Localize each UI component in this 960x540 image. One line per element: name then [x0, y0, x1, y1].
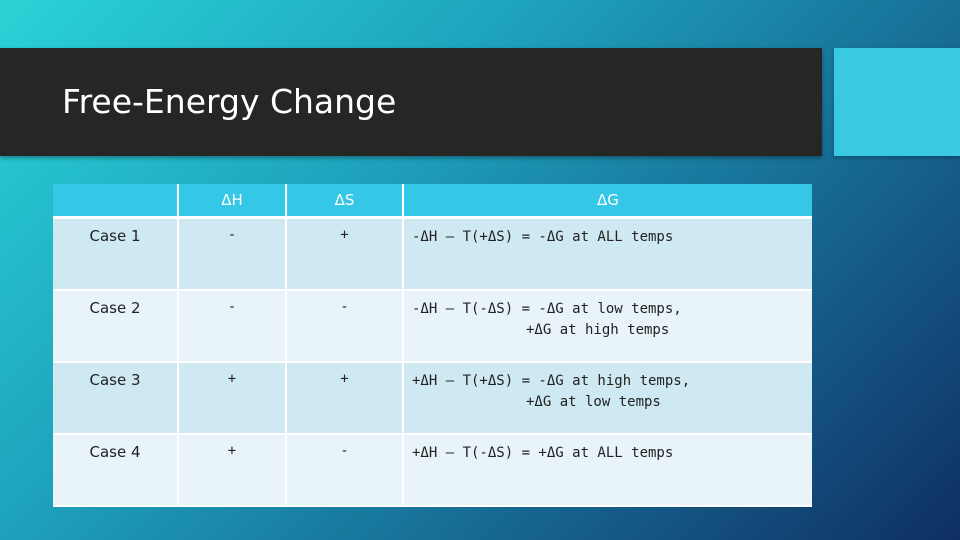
case-label: Case 3: [53, 361, 179, 435]
table-row: Case 2 - - -ΔH – T(-ΔS) = -ΔG at low tem…: [53, 289, 812, 363]
delta-h-sign: +: [178, 361, 287, 435]
header-delta-h: ΔH: [178, 184, 287, 219]
case-label: Case 1: [53, 217, 179, 291]
header-delta-s: ΔS: [286, 184, 404, 219]
delta-g-cell: -ΔH – T(-ΔS) = -ΔG at low temps, +ΔG at …: [403, 289, 812, 363]
delta-h-sign: -: [178, 217, 287, 291]
table-row: Case 3 + + +ΔH – T(+ΔS) = -ΔG at high te…: [53, 361, 812, 435]
delta-g-line: -ΔH – T(+ΔS) = -ΔG at ALL temps: [412, 229, 674, 245]
case-label: Case 4: [53, 433, 179, 507]
delta-g-cell: +ΔH – T(-ΔS) = +ΔG at ALL temps: [403, 433, 812, 507]
delta-g-cell: +ΔH – T(+ΔS) = -ΔG at high temps, +ΔG at…: [403, 361, 812, 435]
delta-g-cell: -ΔH – T(+ΔS) = -ΔG at ALL temps: [403, 217, 812, 291]
table-header-row: ΔH ΔS ΔG: [53, 184, 812, 219]
delta-g-line: +ΔH – T(-ΔS) = +ΔG at ALL temps: [412, 444, 674, 461]
delta-s-sign: +: [286, 217, 404, 291]
accent-block: [834, 48, 960, 156]
header-case: [53, 184, 179, 219]
delta-g-line: -ΔH – T(-ΔS) = -ΔG at low temps,: [412, 300, 682, 317]
table-row: Case 4 + - +ΔH – T(-ΔS) = +ΔG at ALL tem…: [53, 433, 812, 507]
delta-h-sign: +: [178, 433, 287, 507]
delta-h-sign: -: [178, 289, 287, 363]
delta-s-sign: -: [286, 433, 404, 507]
delta-g-line-continued: +ΔG at low temps: [526, 393, 661, 410]
table-row: Case 1 - + -ΔH – T(+ΔS) = -ΔG at ALL tem…: [53, 217, 812, 291]
title-bar: [0, 48, 822, 156]
case-label: Case 2: [53, 289, 179, 363]
delta-s-sign: +: [286, 361, 404, 435]
delta-g-line-continued: +ΔG at high temps: [526, 321, 670, 338]
header-delta-g: ΔG: [403, 184, 812, 219]
slide-title: Free-Energy Change: [62, 82, 397, 121]
free-energy-table: ΔH ΔS ΔG Case 1 - + -ΔH – T(+ΔS) = -ΔG a…: [53, 184, 812, 507]
delta-s-sign: -: [286, 289, 404, 363]
delta-g-line: +ΔH – T(+ΔS) = -ΔG at high temps,: [412, 372, 691, 389]
